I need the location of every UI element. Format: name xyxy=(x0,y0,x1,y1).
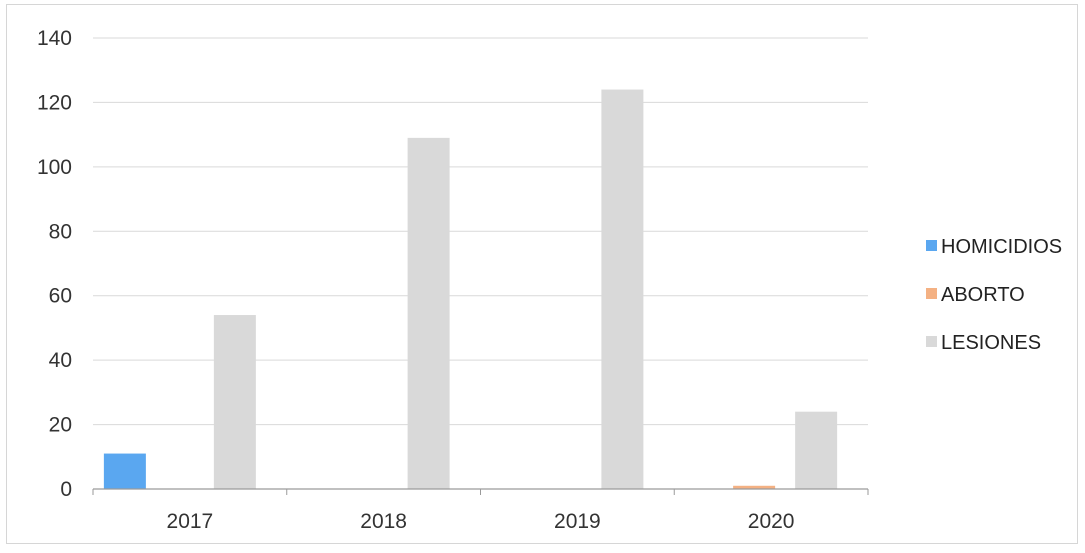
y-tick-label: 40 xyxy=(49,349,72,372)
legend-label-aborto: ABORTO xyxy=(941,284,1025,306)
y-tick-label: 0 xyxy=(60,478,72,501)
bar-lesiones-2018 xyxy=(407,137,450,489)
x-tick-label: 2018 xyxy=(360,510,407,533)
bar-lesiones-2019 xyxy=(601,89,644,490)
gridlines xyxy=(93,37,868,426)
legend: HOMICIDIOS ABORTO LESIONES xyxy=(926,236,1062,354)
y-tick-label: 120 xyxy=(37,91,72,114)
axes xyxy=(92,488,869,495)
chart-frame xyxy=(6,4,1078,544)
legend-label-lesiones: LESIONES xyxy=(941,332,1041,354)
legend-swatch-homicidios xyxy=(926,240,937,251)
legend-swatch-aborto xyxy=(926,288,937,299)
bar-lesiones-2017 xyxy=(213,315,256,489)
legend-label-homicidios: HOMICIDIOS xyxy=(941,236,1062,258)
bar-aborto-2020 xyxy=(733,485,776,489)
y-tick-label: 100 xyxy=(37,156,72,179)
x-tick-label: 2019 xyxy=(554,510,601,533)
y-tick-label: 140 xyxy=(37,27,72,50)
y-tick-label: 60 xyxy=(49,285,72,308)
bar-lesiones-2020 xyxy=(795,411,838,489)
x-tick-label: 2017 xyxy=(167,510,214,533)
bars xyxy=(103,89,838,490)
y-tick-label: 20 xyxy=(49,414,72,437)
x-tick-label: 2020 xyxy=(748,510,795,533)
bar-homicidios-2017 xyxy=(103,453,146,489)
tick-labels: 0 20 40 60 80 100 120 140 2017 2018 2019 2020 xyxy=(37,27,795,533)
legend-swatch-lesiones xyxy=(926,336,937,347)
y-tick-label: 80 xyxy=(49,220,72,243)
